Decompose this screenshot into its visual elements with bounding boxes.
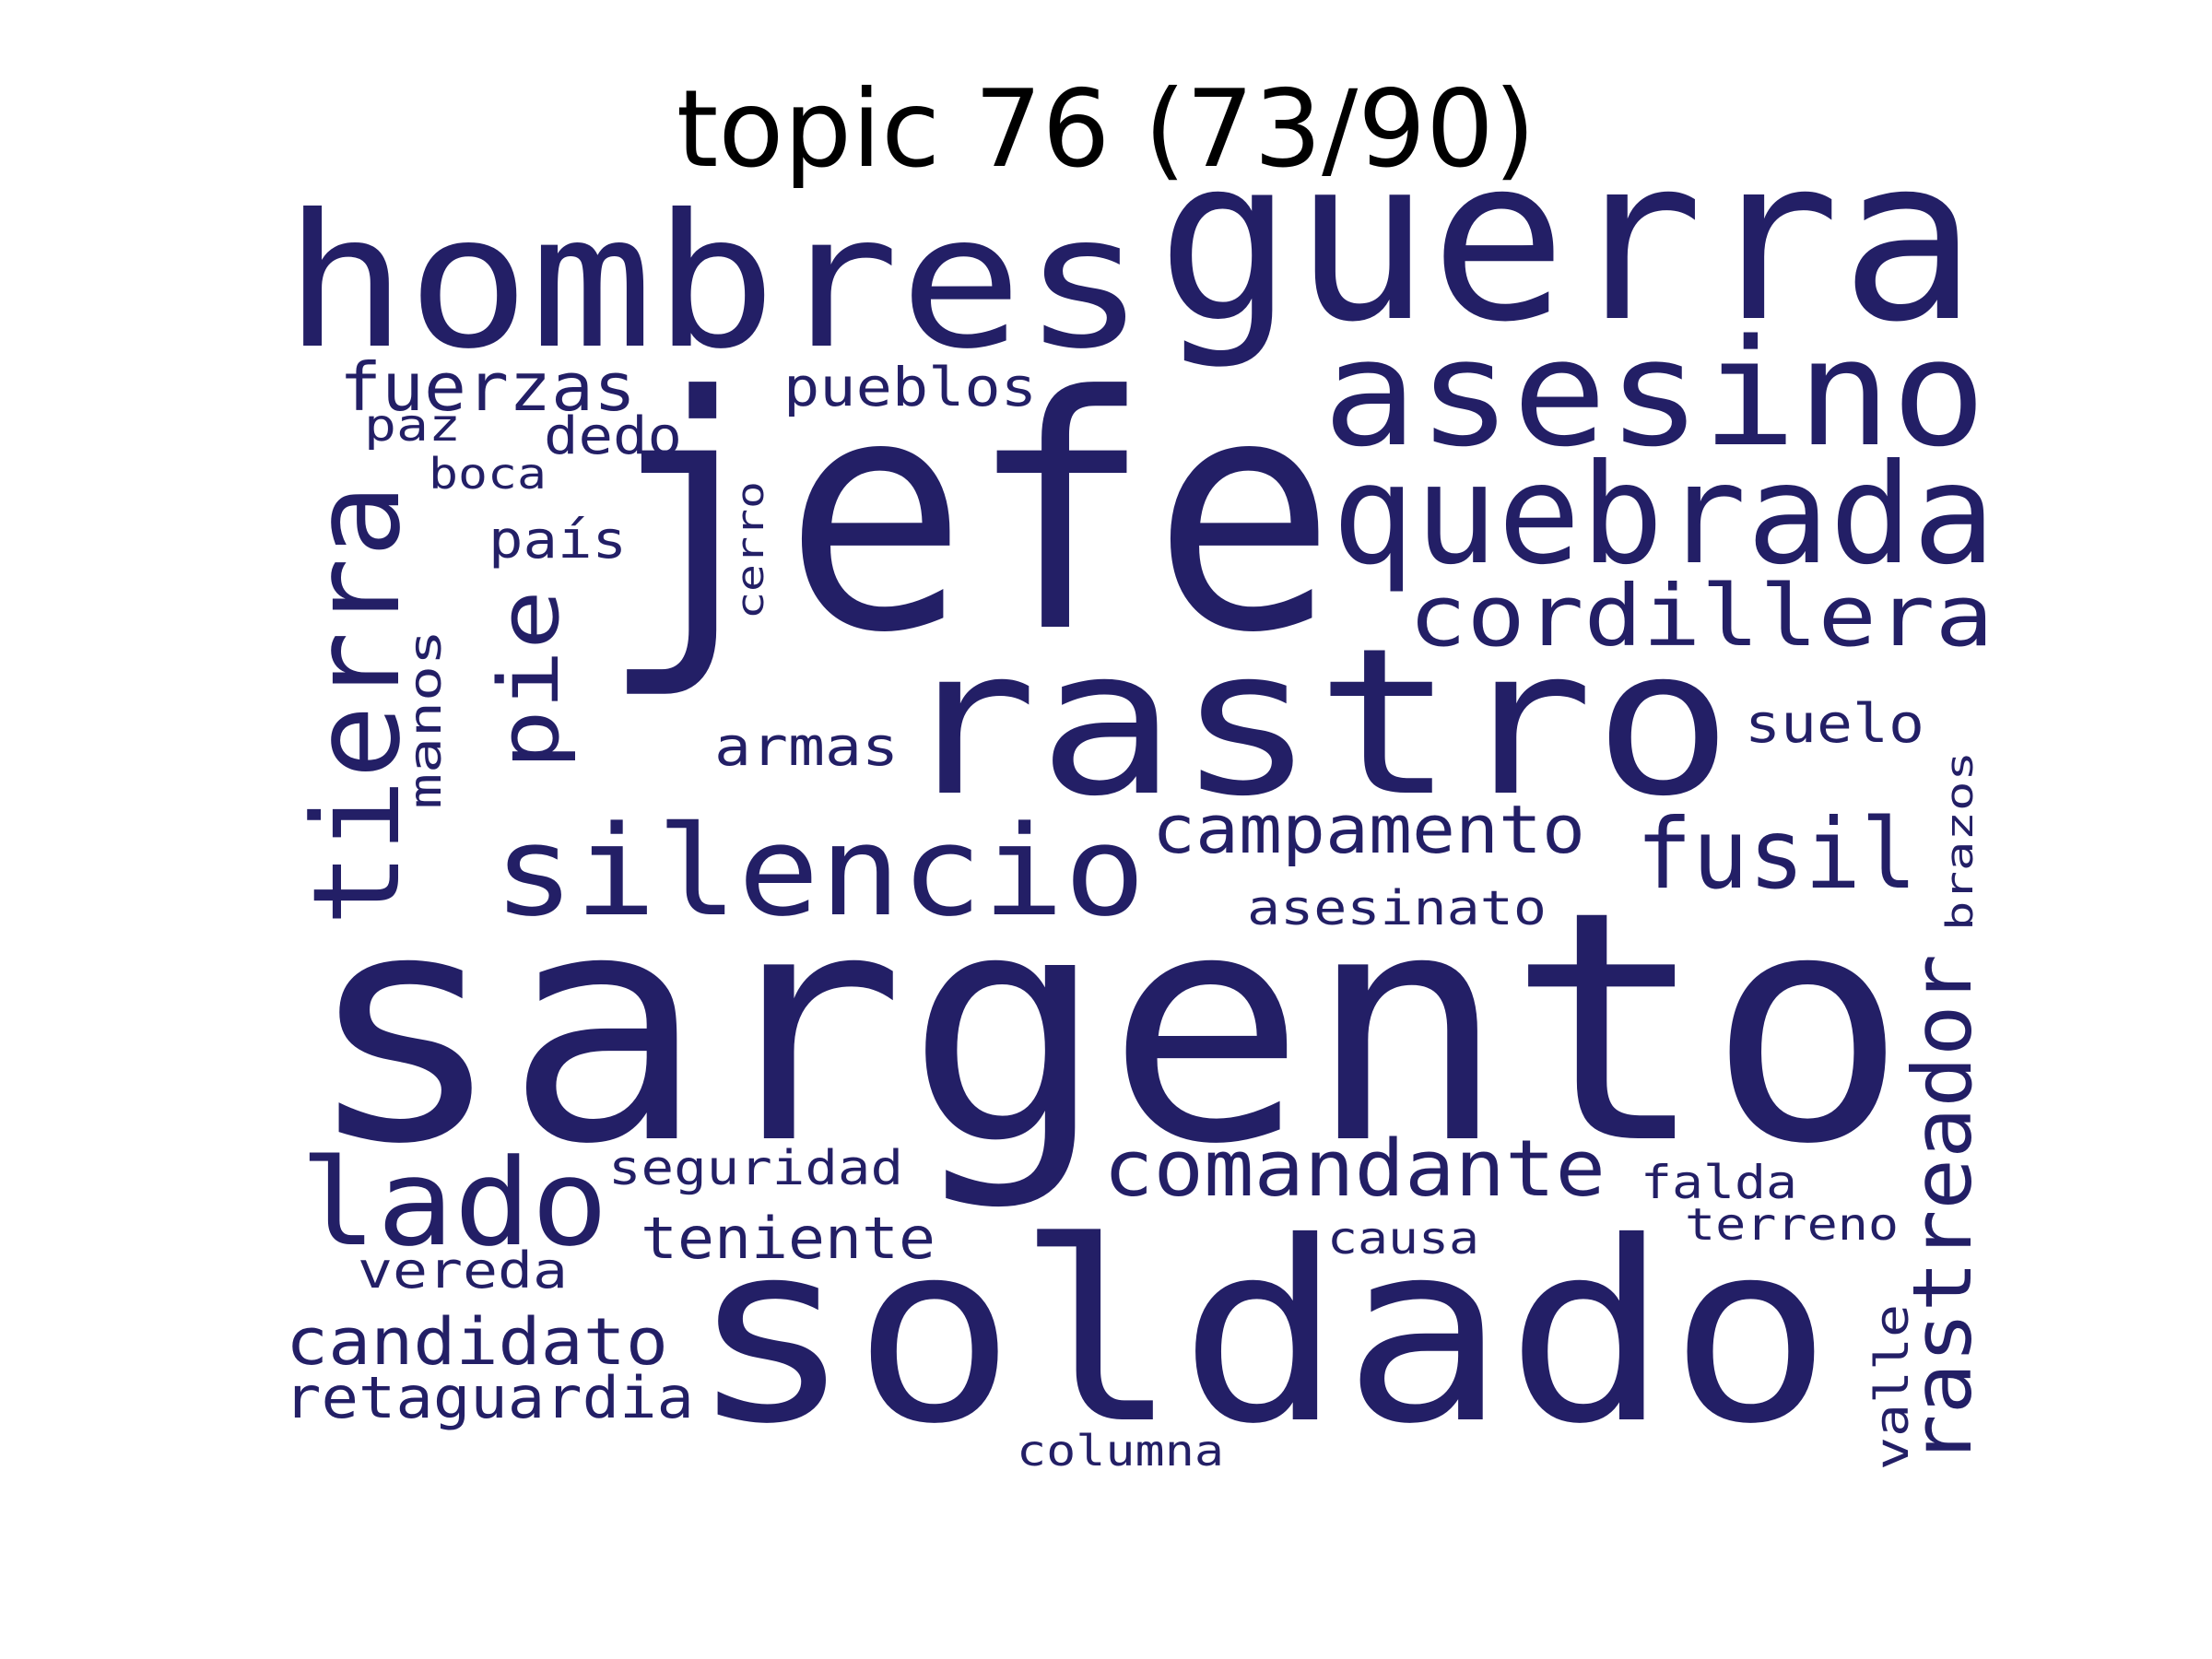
word-group: sargento jefe soldado guerra hombres ras… — [284, 109, 1995, 1478]
word-dedo: dedo — [544, 406, 682, 466]
word-teniente: teniente — [641, 1205, 935, 1272]
word-lado: lado — [300, 1133, 608, 1273]
word-quebrada: quebrada — [1332, 435, 1995, 595]
word-asesino: asesino — [1323, 307, 1986, 479]
word-cordillera: cordillera — [1408, 567, 1994, 665]
word-rastro: rastro — [899, 605, 1733, 841]
word-brazos: brazos — [1939, 751, 1982, 931]
word-tierra: tierra — [287, 484, 427, 926]
word-vereda: vereda — [358, 1241, 568, 1300]
word-armas: armas — [714, 715, 899, 778]
word-retaguardia: retaguardia — [284, 1364, 694, 1431]
word-asesinato: asesinato — [1247, 881, 1547, 936]
word-guerra: guerra — [1157, 109, 1977, 371]
word-silencio: silencio — [493, 799, 1146, 944]
word-seguridad: seguridad — [608, 1141, 903, 1196]
word-columna: columna — [1017, 1426, 1224, 1476]
word-campamento: campamento — [1152, 791, 1585, 868]
word-candidato: candidato — [286, 1304, 668, 1380]
word-cerro: cerro — [730, 481, 772, 619]
word-boca: boca — [429, 449, 547, 499]
word-valle: valle — [1865, 1304, 1919, 1470]
word-sargento: sargento — [304, 844, 1908, 1214]
word-rastreador: rastreador — [1895, 954, 1990, 1465]
word-falda: falda — [1641, 1156, 1797, 1209]
word-pie: pie — [481, 590, 578, 770]
word-jefe: jefe — [599, 327, 1336, 703]
word-suelo: suelo — [1745, 692, 1924, 755]
word-causa: causa — [1327, 1213, 1479, 1265]
word-fuerzas: fuerzas — [339, 348, 636, 426]
word-paz: paz — [364, 400, 461, 452]
word-comandante: comandante — [1103, 1124, 1606, 1215]
word-terreno: terreno — [1685, 1199, 1899, 1251]
word-soldado: soldado — [689, 1188, 1832, 1478]
chart-title: topic 76 (73/90) — [677, 67, 1535, 192]
word-pais: país — [488, 511, 627, 571]
word-manos: manos — [400, 629, 452, 809]
word-hombres: hombres — [284, 175, 1146, 390]
word-fusil: fusil — [1636, 798, 1917, 911]
word-pueblos: pueblos — [783, 356, 1037, 418]
